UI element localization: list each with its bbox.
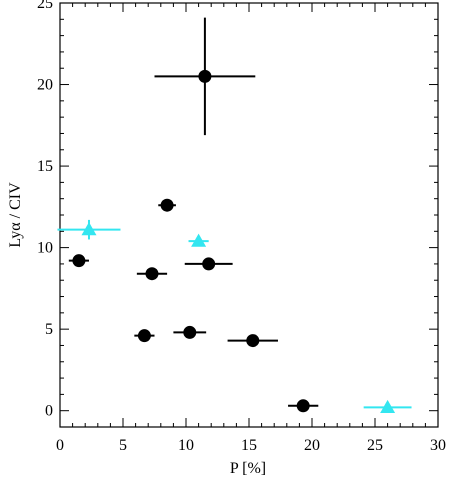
y-tick-labels: 0 5 10 15 20 25: [37, 0, 53, 420]
x-tick-label: 5: [119, 437, 127, 454]
x-tick-label: 15: [241, 437, 257, 454]
x-tick-label: 20: [304, 437, 320, 454]
y-axis-title: Lyα / CIV: [7, 182, 24, 248]
y-tick-label: 5: [45, 321, 53, 338]
x-tick-label: 25: [367, 437, 383, 454]
data-point-circle: [198, 69, 212, 83]
x-tick-label: 30: [430, 437, 446, 454]
x-tick-label: 0: [56, 437, 64, 454]
x-tick-label: 10: [178, 437, 194, 454]
data-point-circle: [296, 399, 310, 413]
y-tick-label: 15: [37, 158, 53, 175]
x-axis-title: P [%]: [230, 460, 266, 477]
y-tick-label: 10: [37, 240, 53, 257]
data-point-circle: [183, 325, 197, 339]
data-point-circle: [246, 334, 260, 348]
data-point-circle: [72, 254, 86, 268]
data-point-triangle: [380, 399, 396, 414]
data-point-triangle: [191, 233, 207, 247]
data-point-circle: [137, 329, 151, 343]
data-points: [57, 17, 412, 414]
y-tick-label: 25: [37, 0, 53, 12]
plot-frame: [59, 2, 439, 428]
x-tick-labels: 0 5 10 15 20 25 30: [56, 437, 446, 454]
y-tick-label: 20: [37, 77, 53, 94]
y-tick-label: 0: [45, 403, 53, 420]
data-point-circle: [160, 198, 174, 212]
data-point-circle: [145, 267, 159, 281]
data-point-triangle: [81, 222, 97, 236]
axis-ticks: [59, 2, 439, 428]
data-point-circle: [202, 257, 216, 271]
